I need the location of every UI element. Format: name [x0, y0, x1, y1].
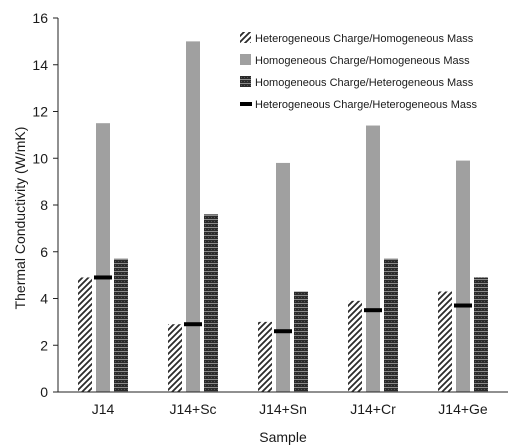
bar-het-charge-hom-mass: [168, 324, 182, 392]
y-tick-label: 0: [40, 384, 48, 400]
bar-het-charge-hom-mass: [438, 291, 452, 392]
bar-hom-charge-hom-mass: [456, 160, 470, 392]
legend-swatch: [240, 76, 251, 87]
marker-het-charge-het-mass: [94, 275, 112, 280]
y-tick-label: 14: [32, 57, 48, 73]
y-tick-label: 16: [32, 10, 48, 26]
x-tick-label: J14+Cr: [350, 401, 396, 417]
legend-swatch: [240, 32, 251, 43]
bar-hom-charge-het-mass: [204, 214, 218, 392]
bar-het-charge-hom-mass: [78, 277, 92, 392]
bar-het-charge-hom-mass: [258, 321, 272, 392]
bar-hom-charge-het-mass: [474, 277, 488, 392]
y-tick-label: 4: [40, 291, 48, 307]
bar-het-charge-hom-mass: [348, 300, 362, 392]
x-axis-ticks: J14 J14+Sc J14+Sn J14+Cr J14+Ge: [92, 401, 488, 417]
bar-hom-charge-hom-mass: [366, 125, 380, 393]
x-tick-label: J14+Ge: [438, 401, 488, 417]
bar-hom-charge-hom-mass: [276, 162, 290, 392]
y-tick-label: 10: [32, 150, 48, 166]
bar-hom-charge-het-mass: [384, 258, 398, 392]
legend: Heterogeneous Charge/Homogeneous Mass Hom…: [240, 32, 477, 111]
x-tick-label: J14: [92, 401, 115, 417]
bar-hom-charge-het-mass: [294, 291, 308, 392]
legend-swatch: [240, 102, 252, 106]
x-axis-title: Sample: [259, 429, 307, 445]
legend-label: Heterogeneous Charge/Homogeneous Mass: [255, 33, 474, 45]
y-tick-label: 6: [40, 244, 48, 260]
x-tick-label: J14+Sc: [169, 401, 216, 417]
x-tick-label: J14+Sn: [259, 401, 307, 417]
y-tick-label: 8: [40, 197, 48, 213]
bar-hom-charge-het-mass: [114, 258, 128, 392]
legend-label: Heterogeneous Charge/Heterogeneous Mass: [255, 99, 477, 111]
y-axis-title: Thermal Conductivity (W/mK): [12, 127, 28, 310]
bar-hom-charge-hom-mass: [186, 41, 200, 392]
y-axis-ticks: 0 2 4 6 8 10 12 14 16: [32, 10, 58, 400]
marker-het-charge-het-mass: [274, 329, 292, 334]
y-tick-label: 12: [32, 104, 48, 120]
legend-swatch: [240, 54, 251, 65]
legend-label: Homogeneous Charge/Homogeneous Mass: [255, 55, 470, 67]
legend-label: Homogeneous Charge/Heterogeneous Mass: [255, 77, 474, 89]
marker-het-charge-het-mass: [454, 303, 472, 308]
bar-hom-charge-hom-mass: [96, 123, 110, 392]
y-tick-label: 2: [40, 337, 48, 353]
plot-area: [78, 41, 488, 393]
marker-het-charge-het-mass: [364, 308, 382, 313]
marker-het-charge-het-mass: [184, 322, 202, 327]
